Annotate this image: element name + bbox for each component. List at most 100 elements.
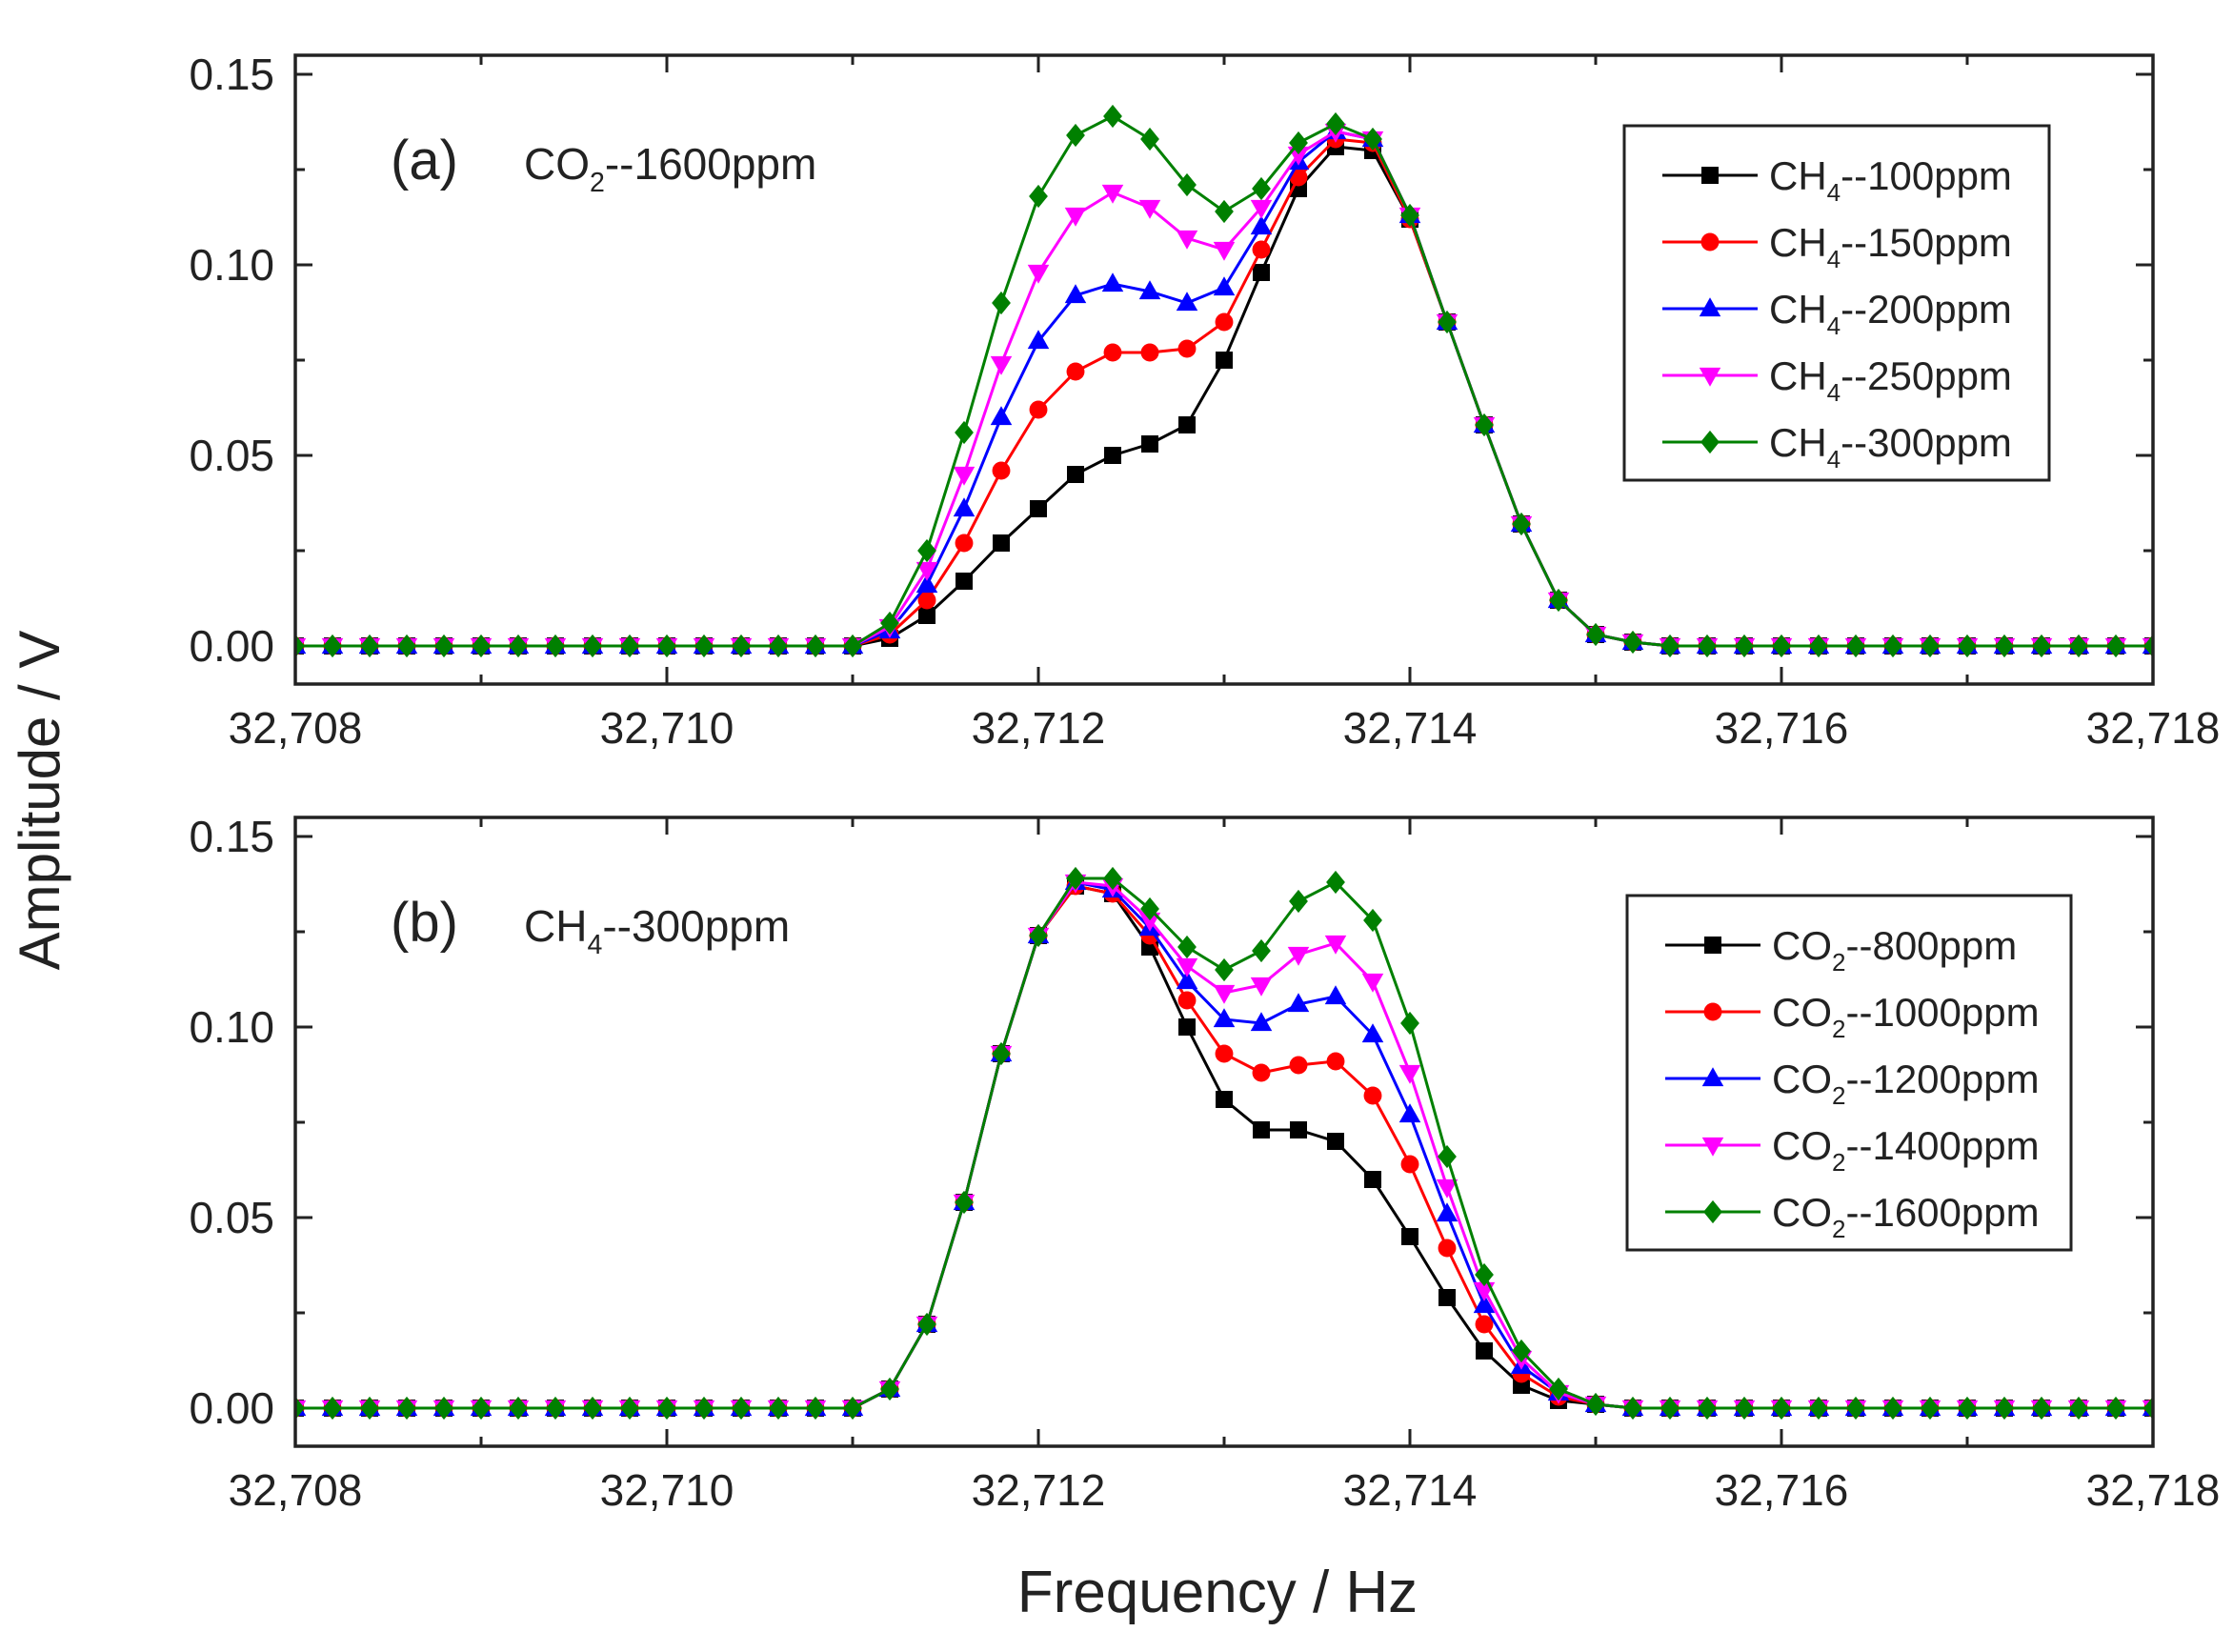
data-point xyxy=(1178,416,1196,433)
data-point xyxy=(1326,1052,1345,1071)
legend-box xyxy=(1625,894,2073,1252)
data-point xyxy=(1475,413,1494,437)
data-point xyxy=(1101,272,1124,292)
data-point xyxy=(1250,977,1273,997)
data-point xyxy=(1438,1144,1457,1169)
legend-label-species: CO xyxy=(1772,1123,1832,1168)
data-point xyxy=(1735,1396,1754,1420)
data-point xyxy=(917,538,936,563)
y-tick-label: 0.05 xyxy=(189,1193,274,1242)
legend-label-species: CH xyxy=(1769,220,1827,265)
data-point xyxy=(1698,1396,1717,1420)
data-point xyxy=(918,607,935,624)
data-point xyxy=(1438,1289,1456,1306)
data-point xyxy=(1213,1008,1236,1028)
data-point xyxy=(1883,1396,1902,1420)
legend-marker xyxy=(1703,1002,1722,1021)
panel-condition-subscript: 4 xyxy=(587,930,602,960)
data-point xyxy=(1512,1339,1531,1363)
panel-condition-species: CO xyxy=(524,139,590,189)
data-point xyxy=(1066,866,1085,891)
panel-condition-suffix: --300ppm xyxy=(602,901,790,951)
data-point xyxy=(434,1396,453,1420)
data-point xyxy=(583,634,602,658)
legend-label-suffix: --150ppm xyxy=(1841,220,2012,265)
legend-entry: CO2--800ppm xyxy=(1665,923,2017,977)
data-point xyxy=(1176,957,1198,977)
data-point xyxy=(546,1396,565,1420)
legend-label-subscript: 2 xyxy=(1832,948,1845,977)
data-point xyxy=(1364,1171,1381,1188)
y-tick-label: 0.15 xyxy=(189,812,274,861)
legend-label-subscript: 2 xyxy=(1832,1148,1845,1177)
legend-entry: CO2--1200ppm xyxy=(1665,1057,2040,1110)
data-point xyxy=(1660,1396,1680,1420)
data-point xyxy=(1586,1392,1605,1417)
data-point xyxy=(694,1396,714,1420)
data-point xyxy=(1921,1396,1940,1420)
data-point xyxy=(1103,104,1122,129)
data-point xyxy=(1066,362,1085,381)
data-point xyxy=(1140,343,1159,362)
data-point xyxy=(1326,870,1345,895)
legend-label: CO2--1200ppm xyxy=(1772,1057,2040,1110)
data-point xyxy=(953,497,976,517)
data-point xyxy=(915,574,938,594)
y-tick-label: 0.05 xyxy=(189,431,274,480)
data-point xyxy=(1324,985,1347,1005)
data-point xyxy=(1215,312,1234,332)
data-point xyxy=(2106,1396,2125,1420)
data-point xyxy=(397,1396,416,1420)
data-point xyxy=(360,1396,379,1420)
x-tick-label: 32,716 xyxy=(1715,1465,1849,1515)
legend-label-subscript: 4 xyxy=(1827,245,1841,273)
data-point xyxy=(1809,634,1828,658)
data-point xyxy=(1772,1396,1791,1420)
data-point xyxy=(1438,310,1457,334)
data-point xyxy=(1289,1056,1308,1075)
data-point xyxy=(1660,634,1680,658)
data-point xyxy=(1398,1064,1421,1084)
data-point xyxy=(1698,634,1717,658)
data-point xyxy=(955,1190,974,1215)
data-point xyxy=(1438,1239,1457,1258)
legend-label: CH4--300ppm xyxy=(1769,420,2012,473)
data-point xyxy=(956,573,973,590)
chart-panel-b: 32,708 32,710 32,712 32,714 32,716 32,718 0.00… xyxy=(189,812,2220,1515)
legend-marker xyxy=(1699,297,1721,317)
data-point xyxy=(806,1396,825,1420)
data-point xyxy=(1213,276,1236,296)
data-point xyxy=(1512,512,1531,536)
legend-marker xyxy=(1704,937,1721,954)
data-point xyxy=(1363,1086,1382,1105)
panel-condition-subscript: 2 xyxy=(590,168,605,198)
data-point xyxy=(843,1396,862,1420)
data-point xyxy=(620,634,639,658)
data-point xyxy=(620,1396,639,1420)
data-point xyxy=(2069,1396,2088,1420)
data-point xyxy=(1473,1294,1496,1314)
data-point xyxy=(1475,1315,1494,1334)
data-point xyxy=(1252,1063,1271,1082)
legend-entry: CH4--250ppm xyxy=(1662,353,2012,407)
legend-label-species: CH xyxy=(1769,420,1827,465)
data-point xyxy=(1289,131,1308,155)
legend-label: CO2--1000ppm xyxy=(1772,990,2040,1043)
data-point xyxy=(1921,634,1940,658)
data-point xyxy=(2106,634,2125,658)
x-tick-label: 32,714 xyxy=(1343,1465,1478,1515)
data-point xyxy=(992,291,1011,315)
legend-label-suffix: --300ppm xyxy=(1841,420,2012,465)
legend-label: CO2--800ppm xyxy=(1772,923,2017,977)
data-point xyxy=(1138,280,1161,300)
legend-marker xyxy=(1699,367,1721,387)
data-point xyxy=(1104,447,1121,464)
data-point xyxy=(1252,176,1271,201)
data-point xyxy=(1400,1155,1419,1174)
panel-condition-suffix: --1600ppm xyxy=(605,139,816,189)
legend-label-suffix: --800ppm xyxy=(1845,923,2017,968)
data-point xyxy=(360,634,379,658)
data-point xyxy=(657,634,676,658)
data-point xyxy=(732,634,751,658)
plot-frame xyxy=(293,816,2155,1448)
